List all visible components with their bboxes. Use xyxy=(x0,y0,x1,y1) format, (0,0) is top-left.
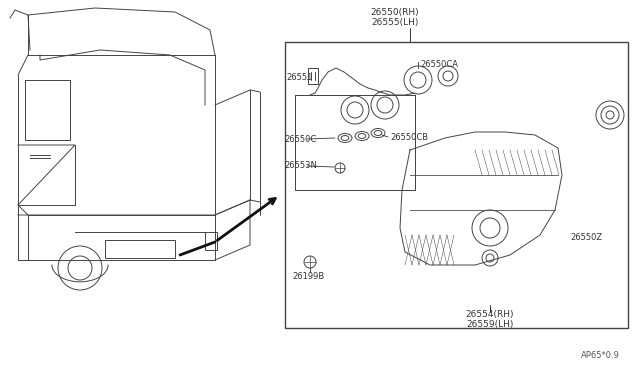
Text: 26554(RH)
26559(LH): 26554(RH) 26559(LH) xyxy=(466,310,515,329)
Text: 26551: 26551 xyxy=(286,73,312,81)
Bar xyxy=(308,68,318,84)
Bar xyxy=(205,232,217,250)
Text: AP65*0.9: AP65*0.9 xyxy=(581,351,620,360)
Text: 26550Z: 26550Z xyxy=(570,234,602,243)
Text: 26550(RH)
26555(LH): 26550(RH) 26555(LH) xyxy=(371,8,419,28)
Bar xyxy=(295,95,415,190)
Text: 26553N: 26553N xyxy=(284,160,317,170)
Text: 26550C: 26550C xyxy=(284,135,316,144)
Text: 26550CB: 26550CB xyxy=(390,134,428,142)
Text: 26550CA: 26550CA xyxy=(420,60,458,69)
Text: 26199B: 26199B xyxy=(292,272,324,281)
Bar xyxy=(295,95,415,190)
Bar xyxy=(105,240,175,258)
Bar xyxy=(285,42,628,328)
